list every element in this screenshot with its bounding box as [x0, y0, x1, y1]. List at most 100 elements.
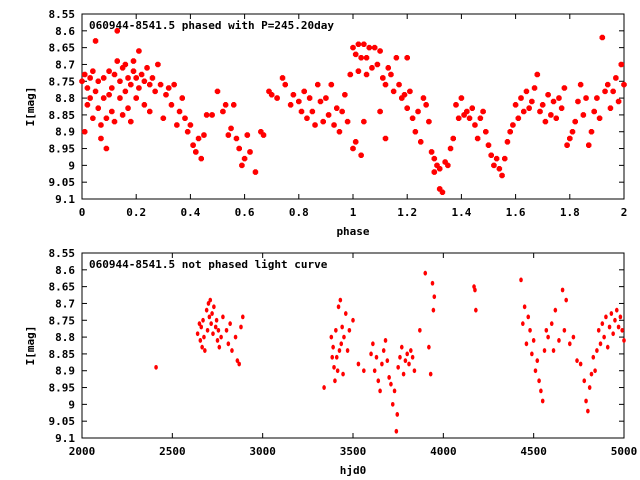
data-point [553, 307, 558, 313]
data-point [174, 122, 180, 128]
data-point [453, 102, 459, 108]
data-point [392, 388, 397, 394]
data-point [485, 142, 492, 148]
x-tick-label: 2500 [159, 445, 186, 458]
data-point [568, 341, 572, 347]
data-point [92, 88, 99, 95]
data-point [122, 88, 129, 95]
data-point [404, 105, 410, 111]
data-point [239, 324, 243, 330]
data-point [529, 98, 535, 105]
data-point [405, 351, 410, 357]
data-point [228, 321, 232, 327]
y-tick-label: 8.55 [49, 247, 76, 260]
data-point [407, 88, 413, 95]
data-point [404, 55, 410, 61]
data-point [545, 92, 551, 98]
x-tick-label: 0.4 [180, 206, 200, 219]
data-point [144, 65, 150, 71]
data-point [206, 301, 211, 306]
data-point [309, 108, 316, 115]
data-point [374, 354, 379, 360]
x-tick-label: 2 [621, 206, 628, 219]
data-point [240, 314, 245, 320]
data-point [125, 105, 131, 111]
data-point [90, 68, 96, 74]
data-point [98, 135, 104, 142]
data-point [117, 95, 123, 101]
y-tick-label: 8.9 [55, 365, 75, 378]
data-point [340, 324, 344, 330]
data-point [114, 58, 120, 64]
data-point [561, 85, 568, 91]
data-point [534, 71, 541, 78]
data-point [337, 348, 342, 353]
y-tick-label: 8.95 [49, 143, 76, 156]
data-point [393, 55, 400, 61]
data-point [209, 321, 213, 327]
data-point [378, 388, 382, 394]
data-point [87, 95, 93, 101]
data-point [418, 139, 424, 145]
data-point [396, 81, 402, 88]
data-point [138, 71, 145, 78]
data-point [499, 172, 505, 179]
data-point [205, 327, 210, 333]
data-point [279, 75, 286, 81]
data-point [595, 348, 599, 353]
data-point [222, 102, 229, 108]
data-point [423, 102, 429, 108]
data-point [469, 105, 475, 111]
data-point [220, 108, 226, 115]
data-point [586, 408, 590, 414]
x-tick-label: 5000 [611, 445, 638, 458]
y-tick-label: 8.75 [49, 314, 76, 327]
data-point [90, 115, 96, 121]
data-point [371, 44, 378, 51]
data-point [334, 354, 339, 360]
data-point [530, 351, 534, 357]
data-point [504, 139, 511, 145]
data-point [100, 75, 107, 81]
data-point [141, 78, 148, 84]
data-point [614, 307, 619, 313]
data-point [502, 155, 508, 162]
data-point [233, 334, 238, 340]
data-point [458, 95, 465, 101]
data-point [323, 95, 329, 101]
data-point [445, 162, 451, 169]
data-point [591, 354, 596, 360]
data-point [128, 118, 134, 125]
x-axis-label: hjd0 [340, 464, 367, 477]
data-point [179, 95, 185, 101]
x-tick-label: 1.6 [506, 206, 526, 219]
data-point [317, 98, 324, 105]
data-point [334, 327, 338, 333]
data-point [228, 125, 234, 132]
data-point [394, 428, 399, 434]
y-axis-label: I[mag] [24, 87, 37, 127]
data-point [214, 88, 221, 95]
data-point [473, 287, 477, 293]
data-point [84, 85, 91, 91]
data-point [431, 155, 438, 162]
data-point [342, 334, 346, 340]
data-point [542, 348, 547, 353]
data-point [342, 92, 348, 98]
data-point [351, 317, 355, 323]
data-point [533, 368, 538, 374]
data-point [377, 108, 383, 115]
data-point [428, 149, 435, 155]
y-tick-label: 9.05 [49, 415, 76, 428]
data-point [147, 81, 153, 88]
data-point [600, 321, 605, 327]
data-point [523, 88, 530, 95]
data-point [106, 68, 112, 74]
plot-frame [81, 252, 625, 439]
data-point [427, 344, 431, 350]
data-point [81, 71, 88, 78]
data-point [540, 398, 545, 404]
data-point [602, 334, 606, 340]
data-point [372, 368, 377, 374]
data-point [426, 118, 432, 125]
